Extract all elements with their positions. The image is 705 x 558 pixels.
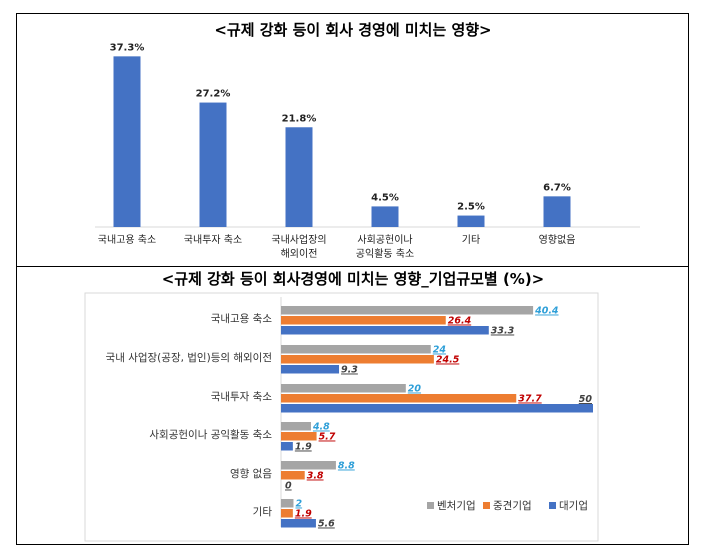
chart1-category-label: 사회공헌이나 [357,234,412,246]
chart1-bar [371,206,399,227]
chart2-legend-swatch [483,502,490,509]
chart1-bar [199,102,227,227]
chart1-bar [285,127,313,227]
chart2-category-label: 사회공헌이나 공익활동 축소 [149,428,272,441]
chart2-value-label: 24 [433,345,447,356]
chart2-value-label: 5.6 [318,519,335,530]
chart2-bar [281,519,316,528]
chart2-bar [281,306,534,315]
chart1-category-label: 국내사업장의 [271,233,326,246]
chart2-value-label: 1.9 [295,442,312,453]
chart2-value-label: 3.8 [307,471,324,482]
chart2-value-label: 26.4 [448,316,472,327]
chart2-bar [281,326,489,335]
chart1-value-label: 4.5% [371,192,399,203]
chart2-bar [281,499,294,508]
chart2-value-label: 1.9 [295,509,312,520]
chart2-category-label: 국내투자 축소 [211,391,273,403]
chart2-value-label: 0 [285,481,292,492]
chart2-bar [281,316,446,325]
chart1-category-label: 영향없음 [539,233,576,246]
chart1-value-label: 27.2% [196,89,231,100]
chart1-value-label: 37.3% [110,42,145,53]
chart1-bar [113,56,141,227]
impact-by-company-size-panel: <규제 강화 등이 회사경영에 미치는 영향_기업규모별 (%)> 국내고용 축… [16,267,689,545]
chart2-value-label: 20 [408,384,422,395]
chart2-value-label: 8.8 [338,461,355,472]
chart2-bar [281,471,305,480]
chart2-bar [281,365,340,374]
chart2-bar [281,432,317,441]
chart2-category-label: 기타 [253,506,273,518]
chart1-value-label: 2.5% [457,202,485,213]
chart2-category-label: 국내 사업장(공장, 법인)등의 해외이전 [106,351,272,364]
chart1-category-label: 공익활동 축소 [356,247,414,260]
impact-by-company-size-chart: <규제 강화 등이 회사경영에 미치는 영향_기업규모별 (%)> 국내고용 축… [84,270,599,542]
overall-impact-chart-panel: <규제 강화 등이 회사 경영에 미치는 영향> 37.3% 국내고용 축소 27.… [16,13,689,267]
chart2-bar [281,509,293,518]
chart2-legend-swatch [427,502,434,509]
chart2-value-label: 50 [579,394,593,405]
chart2-legend-swatch [549,502,556,509]
chart2-bar [281,442,293,451]
chart1-value-label: 21.8% [282,113,317,124]
chart1-value-label: 6.7% [543,182,571,193]
chart2-bar [281,422,311,431]
chart1-bar [457,215,485,227]
chart2-legend-label: 중견기업 [493,499,532,512]
chart1-category-label: 국내고용 축소 [98,234,156,246]
chart2-value-label: 24.5 [436,355,460,366]
chart2-value-label: 37.7 [518,394,542,405]
chart2-value-label: 5.7 [319,432,336,443]
chart1-category-label: 국내투자 축소 [184,234,242,246]
chart2-bar [281,355,434,364]
chart2-value-label: 9.3 [341,365,358,376]
chart2-value-label: 4.8 [312,422,330,433]
chart2-bar [281,394,517,403]
chart2-title: <규제 강화 등이 회사경영에 미치는 영향_기업규모별 (%)> [162,270,545,288]
chart2-value-label: 33.3 [491,326,515,337]
chart2-value-label: 40.4 [534,306,559,317]
chart2-legend-label: 벤처기업 [437,499,476,512]
chart2-bar [281,384,406,393]
chart2-bar [281,404,593,413]
chart2-category-label: 국내고용 축소 [211,313,273,325]
chart1-title: <규제 강화 등이 회사 경영에 미치는 영향> [214,21,491,39]
overall-impact-chart: <규제 강화 등이 회사 경영에 미치는 영향> 37.3% 국내고용 축소 27.… [95,21,640,260]
chart2-bar [281,345,431,354]
chart1-bar [543,196,571,227]
chart1-category-label: 기타 [462,234,480,246]
chart2-category-label: 영향 없음 [230,467,272,480]
chart1-category-label: 해외이전 [281,247,318,260]
chart2-legend-label: 대기업 [559,499,588,512]
chart2-value-label: 2 [295,499,302,510]
chart2-plot-border [84,292,599,542]
chart2-bar [281,461,336,470]
